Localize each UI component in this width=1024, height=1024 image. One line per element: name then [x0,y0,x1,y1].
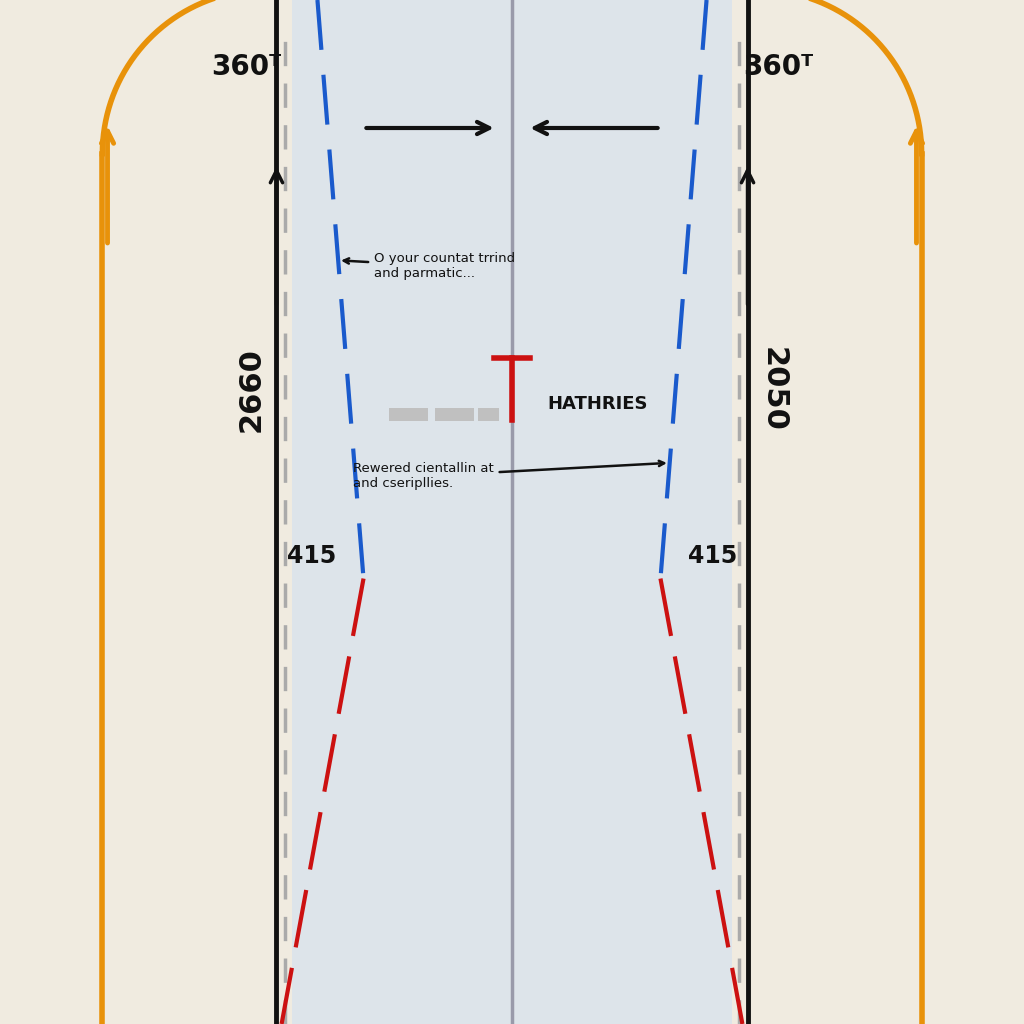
Bar [389,408,428,422]
Polygon shape [292,0,732,1024]
Text: 415: 415 [287,545,336,568]
Text: Rewered cientallin at
and cseripllies.: Rewered cientallin at and cseripllies. [353,461,665,490]
Text: O your countat trrind
and parmatic...: O your countat trrind and parmatic... [344,252,515,281]
Bar [435,408,474,422]
Text: 2050: 2050 [759,347,787,431]
Text: 2660: 2660 [237,347,265,431]
Text: 360ᵀ: 360ᵀ [211,52,281,81]
Bar [478,408,499,422]
Text: HATHRIES: HATHRIES [548,395,648,414]
Text: 360ᵀ: 360ᵀ [743,52,813,81]
Text: 415: 415 [688,545,737,568]
